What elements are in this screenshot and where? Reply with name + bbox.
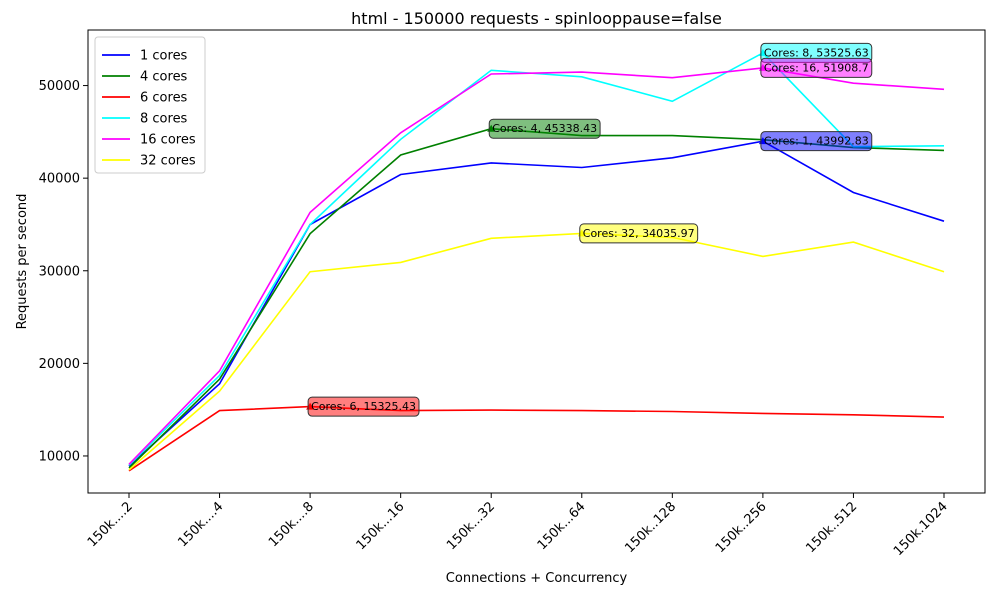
legend-label: 4 cores — [140, 70, 188, 85]
legend-label: 8 cores — [140, 112, 188, 127]
y-axis: 10000 20000 30000 40000 50000 — [39, 79, 88, 464]
legend-label: 32 cores — [140, 154, 196, 169]
annotation-box — [579, 223, 699, 244]
chart-title: html - 150000 requests - spinlooppause=f… — [351, 9, 722, 28]
y-tick-label: 10000 — [39, 449, 80, 464]
annotation: Cores: 32, 34035.97 — [579, 223, 699, 244]
annotation-label: Cores: 8, 53525.63 — [764, 46, 869, 59]
annotation: Cores: 8, 53525.63 — [760, 42, 873, 63]
annotations: Cores: 1, 43992.83 Cores: 4, 45338.43 Core… — [306, 42, 873, 417]
y-tick-label: 30000 — [39, 264, 80, 279]
series-line — [128, 232, 945, 471]
legend: 1 cores 4 cores 6 cores 8 cores 16 cores 32 c… — [94, 36, 206, 174]
legend-label: 6 cores — [140, 91, 188, 106]
annotation-label: Cores: 4, 45338.43 — [492, 122, 597, 135]
x-axis-label: Connections + Concurrency — [446, 571, 628, 586]
legend-label: 1 cores — [140, 49, 188, 64]
annotation-box — [307, 396, 420, 417]
y-axis-label: Requests per second — [15, 194, 30, 330]
annotation-box — [760, 131, 873, 152]
annotation-label: Cores: 6, 15325.43 — [311, 400, 416, 413]
legend-label: 16 cores — [140, 133, 196, 148]
series-line — [128, 140, 945, 467]
annotation-box — [488, 118, 601, 139]
series-line — [128, 405, 945, 472]
annotation: Cores: 1, 43992.83 — [760, 131, 873, 152]
annotation-label: Cores: 16, 51908.7 — [764, 61, 869, 74]
annotation-label: Cores: 32, 34035.97 — [583, 227, 695, 240]
y-tick-label: 40000 — [39, 172, 80, 187]
y-tick-label: 20000 — [39, 357, 80, 372]
y-tick-label: 50000 — [39, 79, 80, 94]
axes-frame — [87, 29, 986, 494]
annotation-label: Cores: 1, 43992.83 — [764, 135, 869, 148]
annotation-box — [760, 57, 873, 78]
annotation: Cores: 16, 51908.7 — [760, 57, 873, 78]
annotation: Cores: 6, 15325.43 — [307, 396, 420, 417]
annotation: Cores: 4, 45338.43 — [488, 118, 601, 139]
